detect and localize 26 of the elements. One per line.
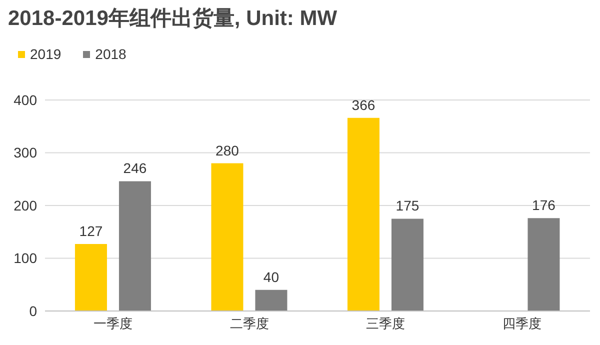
- data-label: 127: [79, 223, 103, 240]
- legend-label: 2019: [30, 46, 62, 62]
- data-label: 246: [123, 160, 147, 176]
- y-tick-label: 300: [14, 144, 38, 161]
- bar: [118, 181, 151, 311]
- data-label: 176: [532, 197, 556, 214]
- x-tick-label: 一季度: [94, 316, 133, 332]
- y-tick-label: 100: [14, 250, 38, 266]
- bar: [391, 218, 424, 311]
- bar: [211, 163, 244, 311]
- bar: [528, 218, 560, 311]
- bar: [347, 118, 380, 311]
- data-label: 280: [216, 142, 240, 158]
- bar: [255, 290, 288, 311]
- x-tick-label: 四季度: [502, 316, 542, 332]
- data-label: 40: [263, 268, 280, 285]
- y-tick-label: 400: [14, 92, 38, 108]
- data-label: 175: [396, 198, 420, 214]
- chart-title: 2018-2019年组件出货量, Unit: MW: [8, 6, 338, 32]
- x-tick-label: 三季度: [366, 316, 406, 332]
- data-label: 366: [352, 96, 376, 113]
- y-tick-label: 0: [29, 302, 38, 319]
- y-tick-label: 200: [14, 197, 38, 214]
- x-tick-label: 二季度: [230, 316, 269, 332]
- bar: [74, 244, 107, 311]
- legend-label: 2018: [95, 46, 126, 62]
